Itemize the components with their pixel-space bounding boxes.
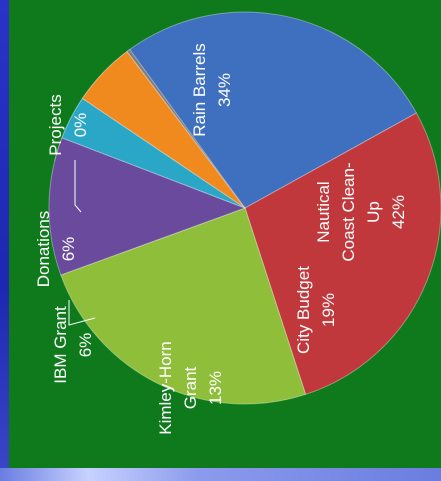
slice-label: Projects — [46, 94, 65, 155]
slice-label: Donations — [34, 211, 53, 288]
slice-percent-label: 6% — [59, 237, 78, 262]
slice-label: City Budget — [294, 266, 313, 354]
slice-percent-label: 34% — [215, 73, 234, 107]
slice-label: Grant — [181, 366, 200, 409]
slice-percent-label: 19% — [319, 293, 338, 327]
slice-label: Up — [364, 201, 383, 223]
slice-label: IBM Grant — [51, 306, 70, 384]
slice-percent-label: 42% — [389, 195, 408, 229]
pie-chart: Rain Barrels 34% Nautical Coast Clean- Up 42%… — [9, 0, 441, 468]
slice-percent-label: 13% — [206, 371, 225, 405]
slice-label: Kimley-Horn — [156, 341, 175, 435]
slide-bottom-accent — [0, 468, 441, 481]
slice-percent-label: 6% — [76, 333, 95, 358]
chart-panel: Rain Barrels 34% Nautical Coast Clean- Up 42%… — [9, 0, 441, 468]
slice-label: Coast Clean- — [339, 162, 358, 261]
slice-label: Nautical — [314, 181, 333, 242]
slice-percent-label: 0% — [71, 113, 90, 138]
slice-label: Rain Barrels — [190, 43, 209, 137]
